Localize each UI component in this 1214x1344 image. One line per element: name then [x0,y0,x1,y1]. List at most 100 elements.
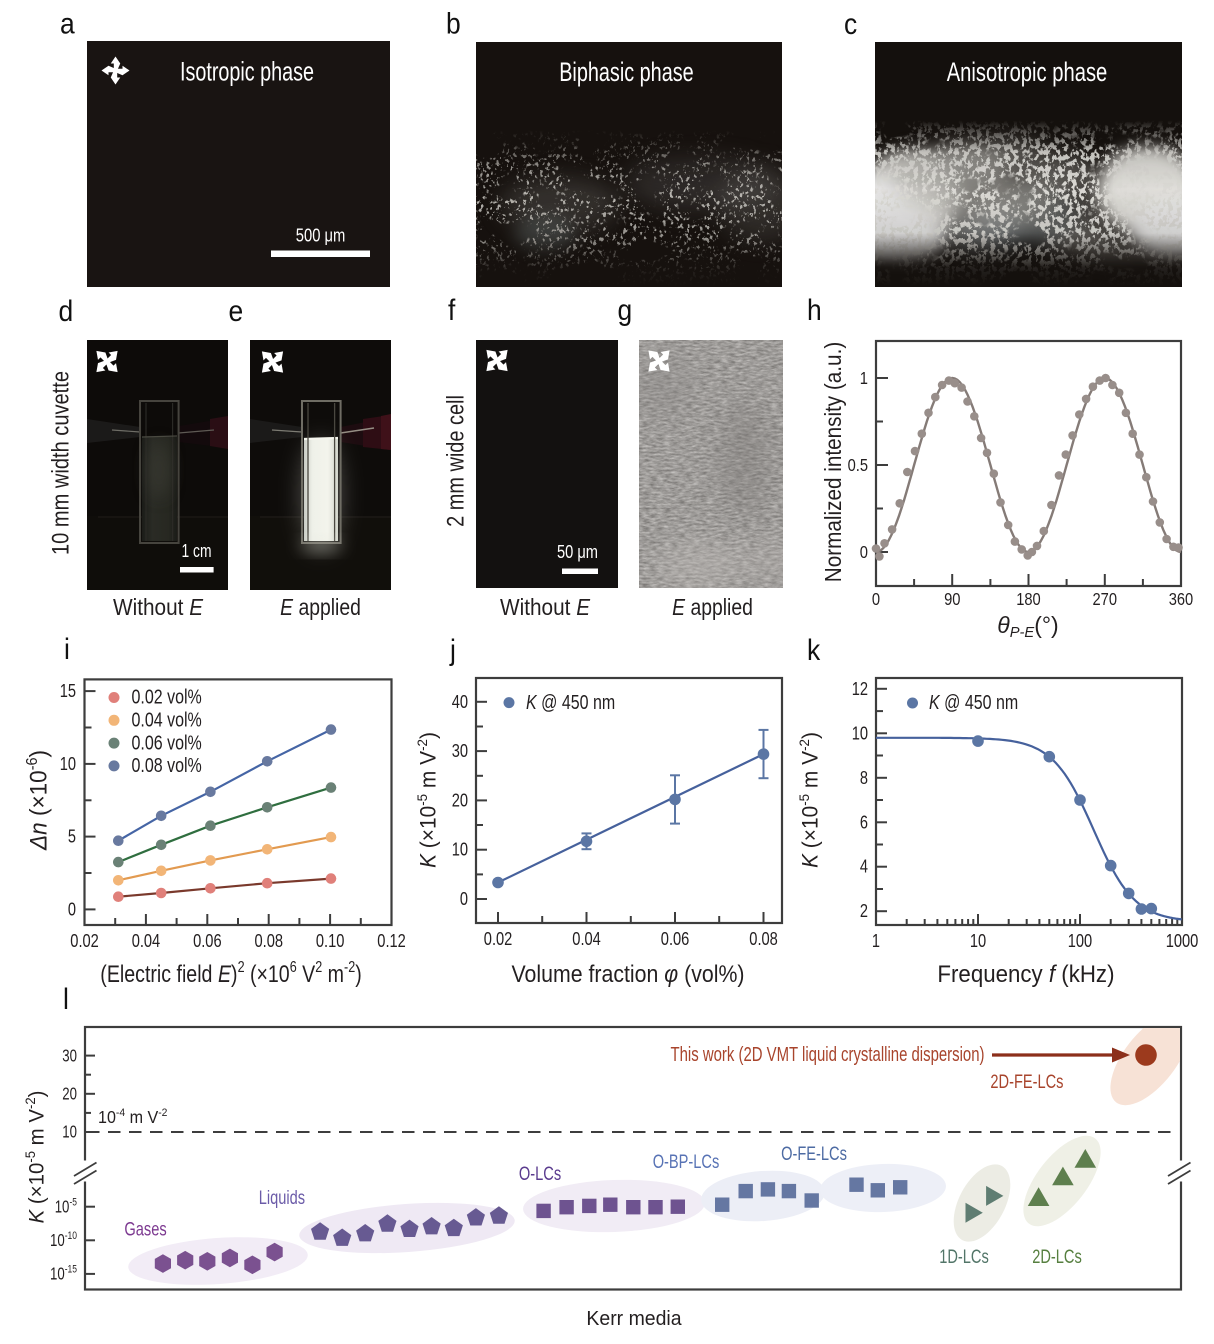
svg-text:0.02 vol%: 0.02 vol% [132,687,202,709]
svg-text:-15: -15 [65,1264,77,1276]
svg-text:0: 0 [872,589,880,609]
svg-text:): ) [25,1091,49,1098]
svg-text:0.06 vol%: 0.06 vol% [132,732,202,754]
svg-text:Δn: Δn [26,822,53,851]
svg-text:20: 20 [452,789,468,810]
svg-text:2: 2 [238,959,245,976]
svg-text:0.04: 0.04 [132,930,161,951]
svg-text:e: e [229,295,244,328]
svg-text:K: K [929,692,941,714]
svg-text:Without: Without [113,594,189,620]
svg-text:(×10: (×10 [245,961,290,988]
svg-text:-5: -5 [70,1197,78,1209]
svg-text:2D-LCs: 2D-LCs [1032,1246,1082,1268]
svg-text:10: 10 [452,839,468,860]
svg-text:m V: m V [125,1107,158,1127]
svg-text:(×10: (×10 [25,1163,49,1210]
svg-text:12: 12 [852,678,868,699]
svg-text:j: j [449,634,456,667]
svg-text:): ) [355,961,362,988]
svg-text:-6: -6 [24,757,41,770]
svg-text:P-E: P-E [1010,625,1035,641]
svg-text:0.08: 0.08 [255,930,284,951]
svg-text:1D-LCs: 1D-LCs [939,1246,989,1268]
svg-text:2: 2 [860,900,868,921]
svg-text:50 μm: 50 μm [557,541,598,562]
svg-text:0.08 vol%: 0.08 vol% [132,755,202,777]
svg-text:-2: -2 [796,739,812,751]
svg-text:10: 10 [60,753,76,774]
svg-text:applied: applied [685,594,753,620]
svg-text:K: K [798,853,823,868]
svg-text:O-BP-LCs: O-BP-LCs [653,1151,720,1173]
svg-text:40: 40 [452,691,468,712]
svg-text:Kerr media: Kerr media [586,1307,682,1330]
svg-text:K: K [526,692,538,714]
svg-text:b: b [446,8,461,41]
svg-text:@ 450 nm: @ 450 nm [940,692,1019,714]
svg-text:100: 100 [1068,930,1092,951]
svg-text:g: g [618,294,633,327]
svg-text:K: K [25,1208,49,1223]
svg-text:-5: -5 [414,794,430,806]
svg-text:10: 10 [98,1107,116,1127]
svg-text:m V: m V [798,751,823,794]
svg-text:Frequency: Frequency [937,961,1049,988]
svg-text:Anisotropic phase: Anisotropic phase [947,57,1108,87]
svg-text:15: 15 [60,680,76,701]
svg-text:Normalized intensity (a.u.): Normalized intensity (a.u.) [820,342,846,582]
svg-text:0: 0 [68,898,76,919]
svg-text:0: 0 [860,542,868,562]
svg-text:10: 10 [852,722,868,743]
svg-text:-2: -2 [344,959,355,976]
svg-text:4: 4 [860,856,868,877]
svg-text:V: V [297,961,316,988]
svg-text:-2: -2 [158,1107,167,1119]
svg-text:0.02: 0.02 [484,928,513,949]
svg-text:@ 450 nm: @ 450 nm [537,692,616,714]
svg-text:360: 360 [1169,589,1194,609]
svg-text:1 cm: 1 cm [182,540,212,561]
svg-text:h: h [807,294,822,327]
svg-text:10 mm width cuvette: 10 mm width cuvette [48,371,75,555]
svg-text:Liquids: Liquids [259,1187,305,1209]
svg-text:(×10: (×10 [416,806,441,854]
svg-text:K: K [416,853,441,868]
svg-text:0.04 vol%: 0.04 vol% [132,710,202,732]
svg-text:(°): (°) [1034,612,1059,638]
svg-text:2: 2 [315,959,322,976]
svg-text:30: 30 [452,740,468,761]
svg-text:f: f [448,294,456,327]
svg-text:-2: -2 [414,739,430,751]
svg-text:(vol%): (vol%) [678,961,744,988]
svg-text:(×10: (×10 [26,770,53,822]
svg-text:applied: applied [293,594,361,620]
svg-text:2D-FE-LCs: 2D-FE-LCs [990,1071,1063,1093]
svg-text:E: E [189,594,203,620]
svg-text:-10: -10 [65,1230,77,1242]
svg-text:): ) [416,732,441,739]
svg-text:m V: m V [25,1108,49,1151]
svg-text:Volume fraction: Volume fraction [512,961,665,988]
svg-text:10: 10 [55,1196,70,1216]
svg-text:1000: 1000 [1166,930,1199,951]
svg-text:E: E [576,594,590,620]
svg-text:Without: Without [500,594,576,620]
svg-text:E: E [280,594,293,620]
svg-text:E: E [218,961,232,988]
svg-text:m V: m V [416,751,441,794]
svg-text:0: 0 [460,888,468,909]
svg-text:180: 180 [1016,589,1041,609]
svg-text:-5: -5 [23,1151,38,1163]
svg-text:30: 30 [62,1045,77,1065]
svg-text:0.08: 0.08 [749,928,778,949]
svg-text:Biphasic phase: Biphasic phase [559,57,694,87]
svg-text:m: m [322,961,344,988]
svg-text:6: 6 [290,959,297,976]
svg-text:8: 8 [860,767,868,788]
svg-text:1: 1 [860,368,868,388]
svg-text:0.06: 0.06 [193,930,222,951]
svg-text:l: l [63,983,69,1016]
svg-text:i: i [64,633,70,666]
svg-text:0.02: 0.02 [70,930,99,951]
